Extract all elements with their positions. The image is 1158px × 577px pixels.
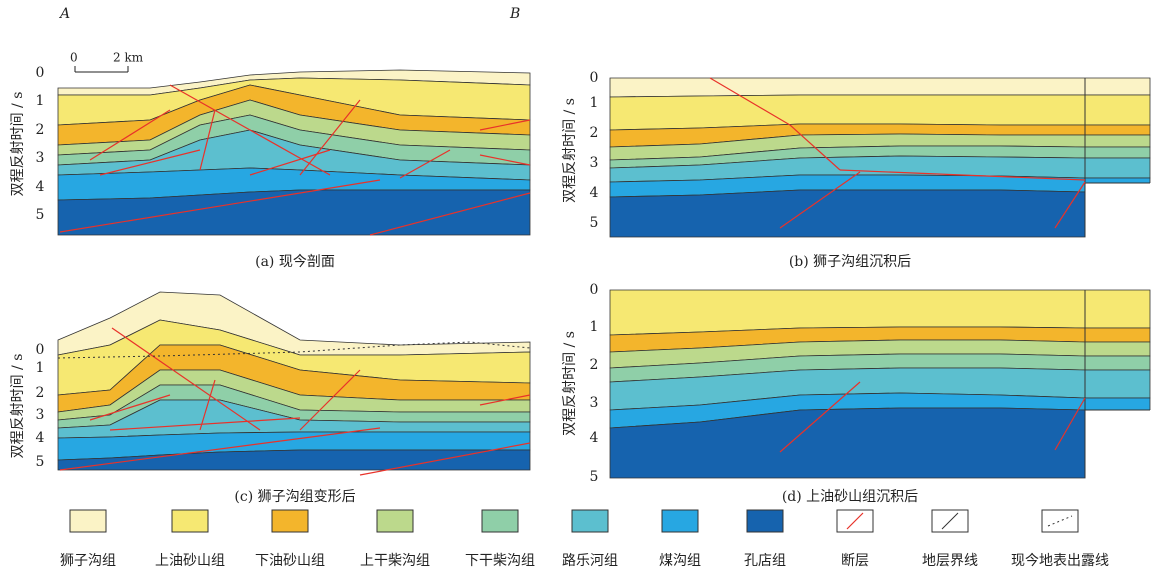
tick-label: 4 [590, 430, 599, 446]
legend-swatch [572, 510, 608, 532]
legend-swatch [662, 510, 698, 532]
legend-swatch [747, 510, 783, 532]
tick-label: 0 [36, 342, 45, 358]
caption: (c) 狮子沟组变形后 [234, 489, 355, 505]
legend-label: 狮子沟组 [60, 553, 116, 569]
panel: 双程反射时间 / s 0 1 2 3 4 5 (c) 狮子沟组变形后 [10, 292, 530, 505]
tick-label: 5 [36, 207, 45, 223]
legend-label: 路乐河组 [562, 553, 618, 569]
legend-swatch [70, 510, 106, 532]
legend-swatch [172, 510, 208, 532]
tick-label: 5 [36, 454, 45, 470]
tick-label: 1 [590, 319, 599, 335]
tick-label: 1 [590, 95, 599, 111]
tick-label: 0 [590, 282, 599, 298]
section-end-b: B [509, 6, 520, 22]
axis-label: 双程反射时间 / s [562, 331, 578, 436]
tick-label: 2 [36, 122, 45, 138]
panel: 双程反射时间 / s 0 1 2 3 4 5 (b) 狮子沟组沉积后 [562, 70, 1151, 270]
cut [1086, 410, 1151, 482]
section-end-a: A [58, 6, 70, 22]
tick-label: 3 [36, 407, 45, 423]
legend-label: 下油砂山组 [255, 553, 325, 569]
axis-label: 双程反射时间 / s [10, 92, 26, 197]
axis-label: 双程反射时间 / s [10, 354, 26, 459]
legend-label: 上油砂山组 [155, 553, 225, 569]
caption: (b) 狮子沟组沉积后 [789, 254, 911, 270]
figure: A B 0 2 km 双程反射时间 / s012345(a) 现今剖面双程反射时… [0, 0, 1158, 577]
tick-label: 4 [36, 430, 45, 446]
legend-label: 孔店组 [744, 553, 786, 569]
legend-swatch [482, 510, 518, 532]
legend-label: 地层界线 [922, 553, 978, 569]
tick-label: 2 [36, 385, 45, 401]
tick-label: 3 [590, 155, 599, 171]
tick-label: 3 [590, 395, 599, 411]
tick-label: 3 [36, 150, 45, 166]
tick-label: 0 [590, 70, 599, 86]
cut [1086, 183, 1151, 240]
legend-swatch [1042, 510, 1078, 532]
panel: 双程反射时间 / s 0 1 2 3 4 5 (a) 现今剖面 [10, 65, 530, 270]
tick-label: 5 [590, 469, 599, 485]
stratum [610, 78, 1150, 97]
legend-label: 上干柴沟组 [360, 553, 430, 569]
caption: (d) 上油砂山组沉积后 [782, 489, 918, 505]
tick-label: 5 [590, 215, 599, 231]
legend-label: 现今地表出露线 [1011, 553, 1109, 569]
scale-start: 0 [70, 51, 78, 65]
tick-label: 0 [36, 65, 45, 81]
stratum [610, 190, 1150, 237]
legend-swatch [377, 510, 413, 532]
legend-label: 下干柴沟组 [465, 553, 535, 569]
tick-label: 2 [590, 125, 599, 141]
tick-label: 2 [590, 357, 599, 373]
axis-label: 双程反射时间 / s [562, 98, 578, 203]
panel: 双程反射时间 / s 0 1 2 3 4 5 (d) 上油砂山组沉积后 [562, 282, 1151, 505]
caption: (a) 现今剖面 [255, 254, 335, 270]
tick-label: 4 [590, 185, 599, 201]
scale-end: 2 km [113, 51, 144, 65]
legend-label: 煤沟组 [659, 553, 701, 569]
tick-label: 4 [36, 179, 45, 195]
legend-swatch [272, 510, 308, 532]
legend-label: 断层 [841, 553, 869, 569]
tick-label: 1 [36, 360, 45, 376]
tick-label: 1 [36, 93, 45, 109]
